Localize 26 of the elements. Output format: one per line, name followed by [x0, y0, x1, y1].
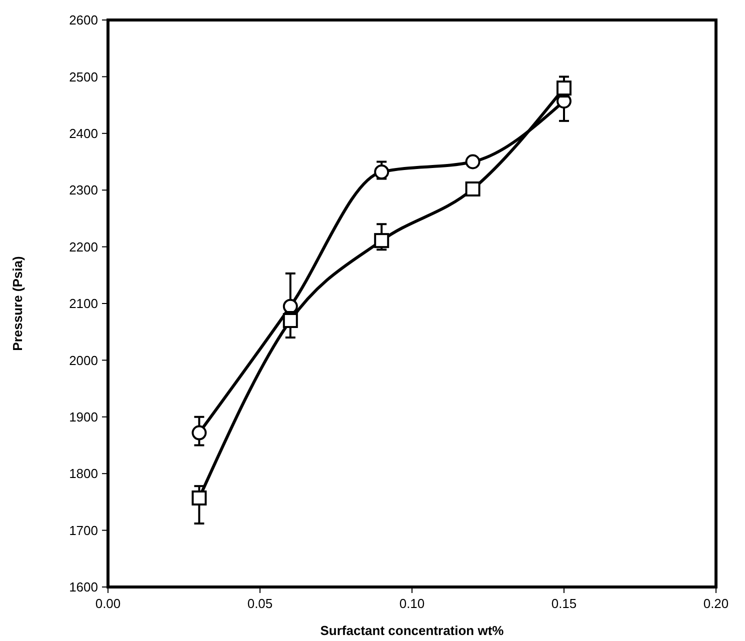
x-tick-label: 0.15: [551, 596, 577, 611]
y-tick-label: 2500: [69, 69, 98, 84]
y-tick-label: 1800: [69, 466, 98, 482]
x-axis-title: Surfactant concentration wt%: [320, 623, 504, 638]
x-tick-label: 0.00: [95, 596, 121, 611]
y-tick-label: 1900: [69, 409, 98, 424]
y-tick-label: 2600: [69, 12, 98, 28]
point: [192, 425, 207, 440]
point: [374, 233, 390, 248]
y-tick-label: 2200: [69, 239, 98, 254]
x-tick-label: 0.20: [703, 596, 729, 611]
point: [556, 80, 572, 96]
x-tick-label: 0.10: [399, 596, 425, 611]
y-axis-title: Pressure (Psia): [10, 256, 25, 351]
point: [465, 154, 480, 170]
y-tick-label: 1700: [69, 522, 98, 538]
y-tick-label: 2400: [69, 126, 98, 141]
y-tick-label: 2000: [69, 352, 98, 368]
point: [465, 181, 480, 196]
y-tick-label: 2100: [69, 296, 98, 312]
y-tick-label: 1600: [69, 580, 98, 595]
y-tick-label: 2300: [69, 182, 98, 198]
point: [282, 313, 298, 328]
point: [192, 490, 207, 506]
point: [374, 164, 390, 180]
x-tick-label: 0.05: [247, 596, 273, 611]
